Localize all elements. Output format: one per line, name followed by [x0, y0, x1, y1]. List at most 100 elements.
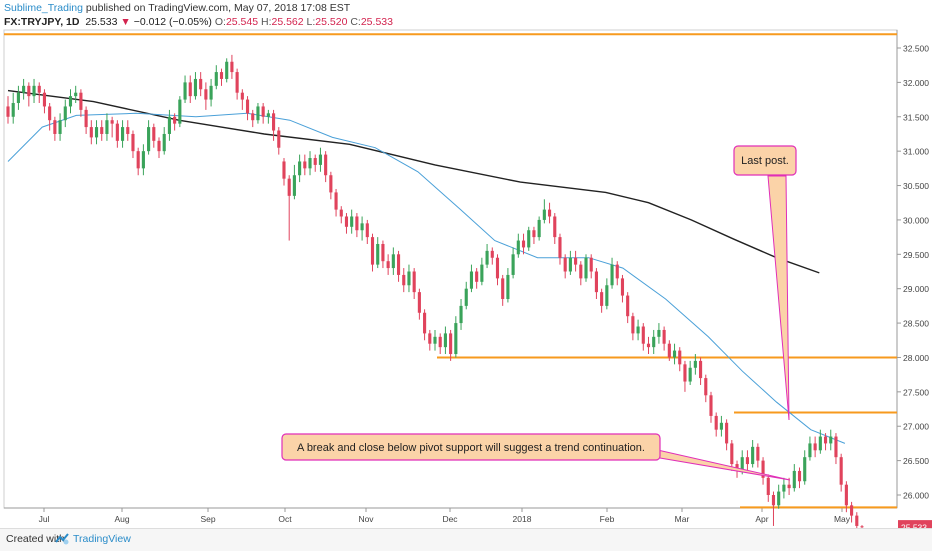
candle — [386, 254, 390, 275]
candle-body — [672, 350, 677, 358]
candle — [631, 312, 635, 341]
candle-body — [6, 106, 10, 117]
candle — [605, 278, 609, 310]
candle — [318, 147, 323, 172]
candle-body — [178, 99, 182, 124]
candle — [829, 429, 833, 451]
candle — [501, 274, 505, 306]
low-value: 25.520 — [315, 16, 348, 28]
candle-body — [475, 271, 479, 282]
candle — [147, 120, 151, 155]
candle-body — [839, 457, 843, 485]
candle — [214, 65, 218, 90]
candle — [558, 233, 562, 265]
candle — [771, 491, 776, 526]
candle-body — [610, 264, 614, 286]
candle-body — [626, 295, 630, 317]
candle-body — [641, 326, 645, 344]
candle-body — [850, 505, 854, 516]
candle-body — [449, 333, 453, 355]
candle — [714, 412, 718, 437]
candle — [94, 120, 99, 145]
candle — [48, 103, 52, 131]
candle-body — [157, 140, 161, 152]
x-tick-label: Mar — [675, 514, 690, 524]
candle-body — [37, 85, 41, 93]
candle-body — [547, 209, 552, 217]
candle-body — [688, 367, 692, 382]
candle — [308, 151, 312, 176]
candle-body — [84, 109, 88, 128]
candle-body — [782, 484, 786, 492]
candle — [412, 268, 416, 300]
x-tick-label: Aug — [114, 514, 129, 524]
candle-body — [230, 61, 234, 73]
candle-body — [667, 343, 671, 358]
candle — [719, 415, 723, 437]
candle-body — [308, 158, 312, 169]
candle-body — [860, 526, 864, 528]
x-tick-label: Feb — [600, 514, 615, 524]
candle-body — [605, 285, 609, 306]
candle — [350, 209, 354, 234]
candle — [818, 429, 822, 454]
callout-break: A break and close below pivot support wi… — [281, 433, 791, 481]
candle — [136, 147, 140, 176]
candle-body — [141, 151, 145, 169]
candle — [777, 484, 781, 509]
candle-body — [63, 106, 67, 121]
candle — [782, 477, 786, 499]
low-label: L: — [306, 16, 316, 28]
candle — [167, 109, 171, 141]
change-value: −0.012 (−0.05%) — [133, 16, 212, 28]
candle — [709, 391, 713, 423]
candle — [74, 85, 78, 104]
candle — [391, 247, 395, 275]
y-tick-label: 27.500 — [903, 387, 929, 397]
candle-body — [417, 292, 421, 313]
candle-body — [834, 436, 838, 458]
candle-body — [600, 292, 604, 306]
candle — [475, 268, 479, 289]
candle-body — [204, 89, 208, 100]
candle — [662, 326, 666, 351]
candle — [230, 54, 234, 79]
candle-body — [334, 192, 338, 210]
candle — [152, 123, 156, 148]
y-tick-label: 27.000 — [903, 422, 929, 432]
candle — [261, 103, 265, 124]
candle — [423, 309, 427, 341]
candle-body — [412, 271, 416, 293]
candle-body — [537, 219, 541, 238]
candle-body — [74, 92, 78, 97]
candle-body — [313, 158, 317, 165]
candle-body — [714, 415, 718, 430]
candle-body — [277, 130, 281, 148]
candle — [63, 99, 67, 128]
candle — [537, 216, 541, 241]
candle — [209, 78, 213, 107]
annotations: Last post. A break and close below pivot … — [281, 145, 797, 481]
price-chart[interactable]: 32.500 32.000 31.500 31.000 30.500 30.000 29.5… — [0, 0, 932, 528]
candle — [469, 264, 474, 293]
candle — [521, 233, 526, 255]
published-info: published on TradingView.com, May 07, 20… — [85, 2, 351, 14]
candle-body — [813, 443, 817, 451]
candle-body — [136, 151, 140, 169]
candle-body — [152, 127, 156, 141]
candle — [428, 329, 432, 351]
tradingview-link[interactable]: TradingView — [73, 533, 131, 545]
candle — [173, 113, 177, 131]
author-link[interactable]: Sublime_Trading — [4, 2, 83, 14]
candle-body — [173, 116, 177, 124]
candle — [495, 254, 500, 286]
x-tick-label: May — [834, 514, 851, 524]
candle-body — [89, 127, 93, 138]
candle — [568, 250, 572, 275]
candle-body — [183, 82, 187, 100]
candle-body — [381, 243, 385, 262]
candle-body — [777, 491, 781, 506]
candle-body — [829, 436, 833, 444]
candle-body — [683, 364, 687, 382]
candle — [365, 219, 369, 244]
